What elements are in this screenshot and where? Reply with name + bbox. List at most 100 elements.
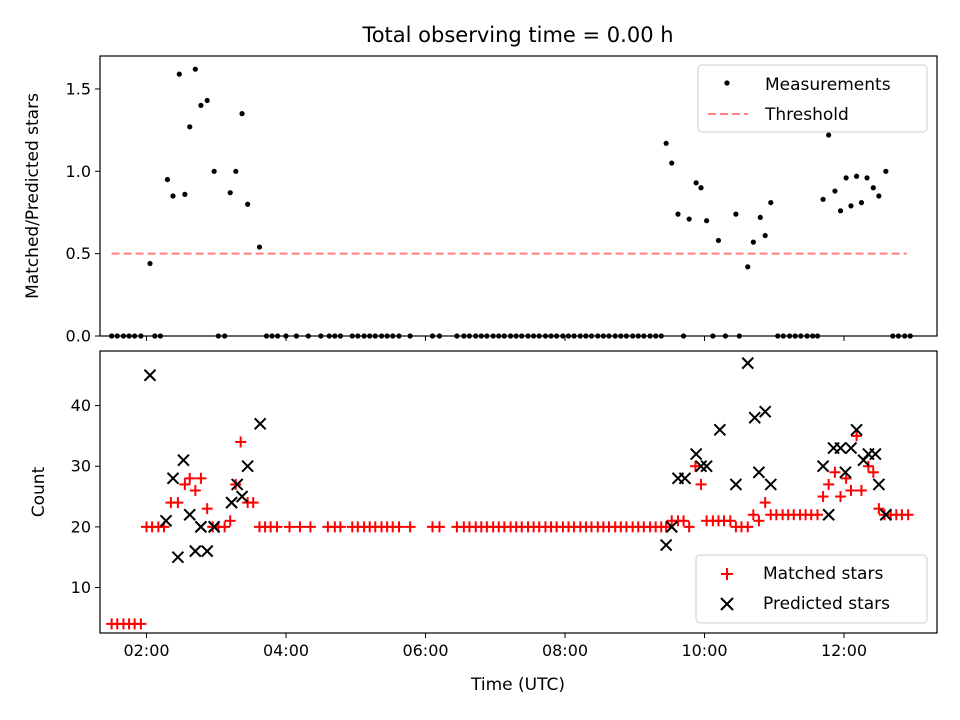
legend-predicted-marker: [720, 597, 734, 611]
bottom-marks: [106, 356, 914, 630]
predicted-stars-point: [834, 441, 847, 455]
measurement-point: [843, 175, 849, 181]
predicted-stars-point: [159, 514, 173, 528]
top-ticks: 0.0 0.5 1.0 1.5: [66, 79, 845, 346]
legend-matched-marker: [721, 568, 733, 580]
measurement-point: [768, 199, 774, 206]
matched-stars-point: [247, 497, 259, 509]
predicted-stars-point: [241, 460, 254, 473]
measurement-point: [693, 180, 699, 186]
predicted-stars-point: [189, 544, 202, 558]
matched-stars-point: [283, 521, 295, 533]
matched-stars-point: [179, 478, 191, 490]
measurement-point: [870, 185, 876, 191]
matched-stars-point: [851, 430, 863, 442]
predicted-stars-point: [183, 508, 196, 521]
matched-stars-point: [689, 460, 701, 472]
predicted-stars-point: [253, 417, 267, 430]
predicted-stars-point: [171, 550, 185, 564]
measurement-point: [164, 176, 171, 183]
measurement-point: [698, 185, 704, 191]
matched-stars-point: [811, 509, 823, 521]
matched-stars-point: [873, 503, 885, 515]
measurement-point: [663, 140, 669, 146]
top-legend: Measurements Threshold: [697, 64, 928, 133]
x-tick-label: 04:00: [263, 641, 309, 660]
matched-stars-point: [845, 484, 857, 496]
measurement-point: [675, 211, 681, 217]
bottom-y-axis-label: Count: [29, 466, 49, 517]
measurement-point: [245, 201, 251, 207]
bottom-y-tick-label: 30: [71, 457, 91, 476]
predicted-stars-point: [694, 460, 708, 473]
predicted-stars-point: [225, 496, 238, 509]
predicted-stars-point: [844, 441, 858, 455]
x-tick-label: 10:00: [681, 641, 727, 660]
x-axis-label: Time (UTC): [470, 675, 565, 695]
measurement-point: [233, 168, 239, 174]
predicted-stars-point: [166, 472, 180, 485]
measurement-point: [858, 199, 865, 206]
measurement-point: [239, 111, 245, 117]
matched-stars-point: [742, 521, 754, 533]
matched-stars-point: [189, 484, 201, 496]
legend-measurements-label: Measurements: [765, 75, 891, 95]
measurement-point: [826, 132, 832, 138]
predicted-stars-point: [839, 466, 852, 479]
matched-stars-point: [840, 472, 852, 484]
matched-stars-point: [695, 478, 707, 490]
top-legend-box: [697, 64, 928, 133]
bottom-legend: Matched stars Predicted stars: [695, 554, 928, 624]
predicted-stars-point: [752, 466, 766, 479]
legend-predicted-label: Predicted stars: [763, 594, 890, 614]
predicted-stars-point: [758, 405, 772, 418]
legend-matched-label: Matched stars: [763, 564, 883, 584]
predicted-stars-point: [879, 508, 893, 521]
matched-stars-point: [759, 497, 771, 509]
predicted-stars-point: [200, 544, 214, 558]
matched-stars-point: [404, 521, 416, 533]
matched-stars-point: [172, 497, 184, 509]
measurement-point: [204, 97, 210, 104]
measurement-point: [832, 188, 838, 194]
measurement-point: [750, 239, 756, 245]
x-tick-label: 06:00: [402, 641, 448, 660]
top-y-tick-label: 1.5: [66, 79, 91, 98]
top-y-axis-label: Matched/Predicted stars: [23, 93, 43, 299]
measurement-point: [837, 208, 844, 214]
measurement-point: [757, 214, 763, 221]
legend-measurements-marker: [724, 80, 730, 86]
measurement-point: [864, 175, 870, 181]
predicted-stars-point: [659, 538, 673, 552]
predicted-stars-point: [230, 478, 244, 491]
predicted-stars-point: [194, 520, 208, 534]
measurement-point: [883, 168, 889, 174]
measurement-point: [820, 196, 826, 202]
matched-stars-point: [855, 484, 867, 496]
matched-stars-point: [201, 503, 213, 515]
matched-stars-point: [393, 521, 405, 533]
chart-title: Total observing time = 0.00 h: [361, 23, 673, 47]
matched-stars-point: [184, 472, 196, 484]
predicted-stars-point: [143, 369, 157, 382]
measurement-point: [147, 260, 153, 267]
matched-stars-point: [224, 515, 236, 527]
measurement-point: [853, 173, 860, 179]
top-y-tick-label: 1.0: [66, 162, 91, 181]
measurement-point: [848, 203, 854, 209]
predicted-stars-point: [689, 447, 703, 461]
measurement-point: [876, 193, 882, 199]
matched-stars-point: [817, 491, 829, 503]
bottom-y-tick-label: 40: [71, 396, 91, 415]
measurement-point: [256, 244, 263, 250]
matched-stars-point: [867, 466, 879, 478]
predicted-stars-point: [816, 460, 830, 473]
matched-stars-point: [747, 509, 759, 521]
matched-stars-point: [678, 515, 690, 527]
matched-stars-point: [660, 521, 672, 533]
x-tick-label: 12:00: [821, 641, 867, 660]
predicted-stars-point: [869, 447, 882, 461]
matched-stars-point: [271, 521, 283, 533]
measurement-point: [198, 102, 204, 109]
matched-stars-point: [304, 521, 316, 533]
